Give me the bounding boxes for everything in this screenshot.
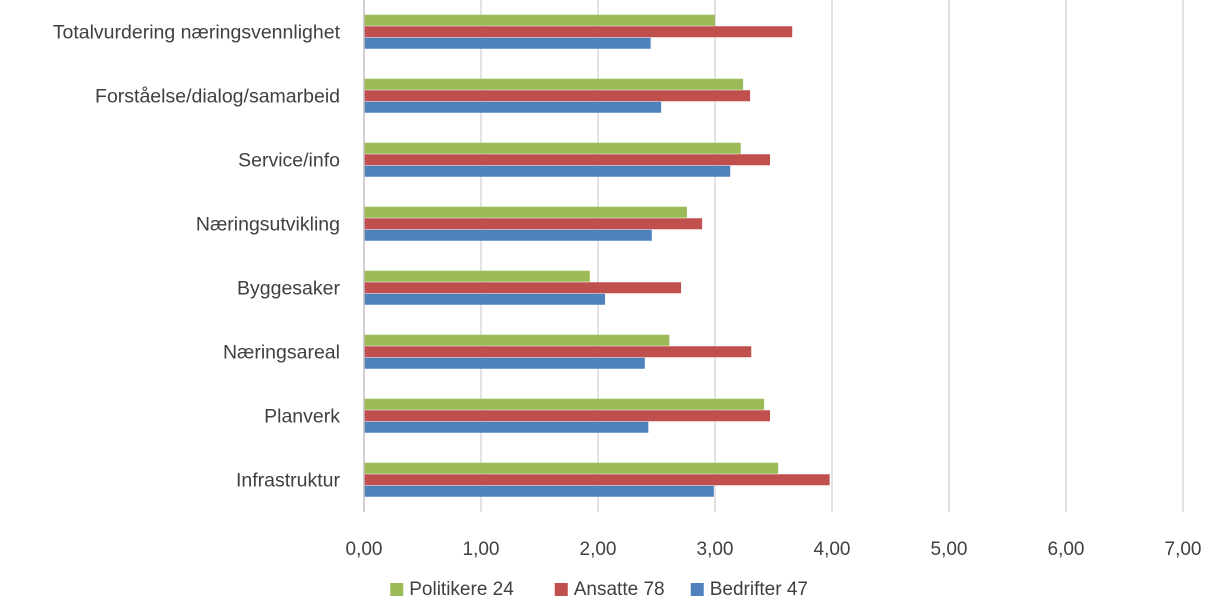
bar-politikere-24-naeringsutvikling <box>364 206 687 218</box>
tick-labels: 0,00 1,00 2,00 3,00 4,00 5,00 6,00 7,00 <box>346 539 1202 560</box>
bar-politikere-24-byggesaker <box>364 270 590 282</box>
category-label: Service/info <box>238 150 340 172</box>
legend-label-bedrifter-47: Bedrifter 47 <box>710 579 808 600</box>
legend-swatch-bedrifter-47 <box>690 583 704 596</box>
bar-politikere-24-infrastruktur <box>364 462 779 474</box>
legend-swatch-politikere-24 <box>390 583 404 596</box>
x-tick-label: 7,00 <box>1165 539 1202 560</box>
bar-ansatte-78-naeringsutvikling <box>364 218 703 230</box>
bar-ansatte-78-planverk <box>364 410 770 422</box>
bar-bedrifter-47-infrastruktur <box>364 485 714 497</box>
x-tick-label: 2,00 <box>580 539 617 560</box>
bar-bedrifter-47-byggesaker <box>364 293 606 305</box>
bars <box>364 14 830 497</box>
gridlines <box>480 0 1184 512</box>
category-label: Forståelse/dialog/samarbeid <box>95 86 340 108</box>
bar-ansatte-78-service-info <box>364 154 770 166</box>
bar-politikere-24-naeringsareal <box>364 334 670 346</box>
bar-ansatte-78-infrastruktur <box>364 474 830 486</box>
bar-bedrifter-47-totalvurdering-naeringsvennlighet <box>364 37 651 49</box>
x-tick-label: 4,00 <box>814 539 851 560</box>
bar-bedrifter-47-naeringsareal <box>364 357 645 369</box>
bar-bedrifter-47-forstaelse-dialog-samarbeid <box>364 101 662 113</box>
bar-bedrifter-47-naeringsutvikling <box>364 229 652 241</box>
x-tick-label: 3,00 <box>697 539 734 560</box>
bar-bedrifter-47-service-info <box>364 165 731 177</box>
bar-ansatte-78-forstaelse-dialog-samarbeid <box>364 90 751 102</box>
bar-politikere-24-service-info <box>364 142 741 154</box>
bar-ansatte-78-totalvurdering-naeringsvennlighet <box>364 26 793 38</box>
bar-politikere-24-forstaelse-dialog-samarbeid <box>364 78 744 90</box>
category-label: Planverk <box>264 406 340 428</box>
legend: Politikere 24 Ansatte 78 Bedrifter 47 <box>390 579 808 600</box>
x-tick-label: 5,00 <box>931 539 968 560</box>
category-label: Totalvurdering næringsvennlighet <box>53 22 341 44</box>
x-tick-label: 6,00 <box>1048 539 1085 560</box>
legend-swatch-ansatte-78 <box>554 583 568 596</box>
bar-politikere-24-totalvurdering-naeringsvennlighet <box>364 14 715 26</box>
bar-ansatte-78-naeringsareal <box>364 346 752 358</box>
bar-politikere-24-planverk <box>364 398 765 410</box>
category-label: Infrastruktur <box>236 470 341 492</box>
legend-label-politikere-24: Politikere 24 <box>409 579 514 600</box>
category-label: Næringsareal <box>223 342 340 364</box>
category-label: Byggesaker <box>237 278 340 300</box>
bar-ansatte-78-byggesaker <box>364 282 682 294</box>
category-labels: Totalvurdering næringsvennlighet Forståel… <box>53 22 341 492</box>
x-tick-label: 1,00 <box>463 539 500 560</box>
bar-bedrifter-47-planverk <box>364 421 649 433</box>
legend-label-ansatte-78: Ansatte 78 <box>574 579 665 600</box>
category-label: Næringsutvikling <box>196 214 340 236</box>
x-tick-label: 0,00 <box>346 539 383 560</box>
